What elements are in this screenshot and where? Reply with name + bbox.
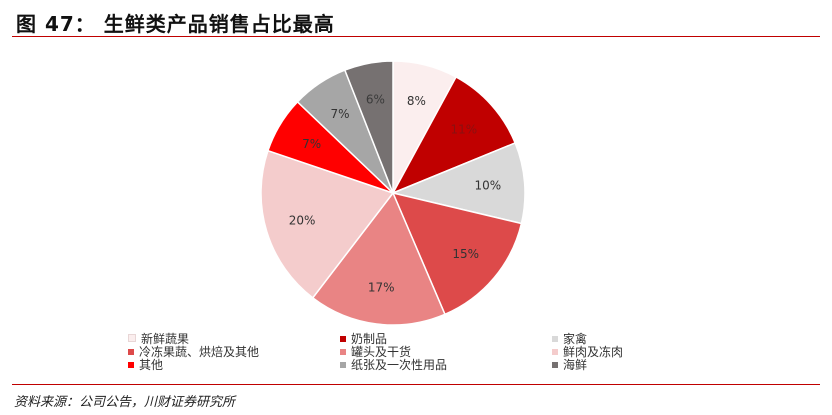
- legend-item: 罐头及干货: [340, 346, 411, 359]
- legend-label: 海鲜: [563, 358, 588, 372]
- pie-slice: [390, 141, 526, 225]
- legend-swatch: [552, 336, 558, 342]
- legend-label: 鲜肉及冻肉: [563, 345, 624, 359]
- legend-label: 纸张及一次性用品: [351, 358, 448, 372]
- figure-title: 图 47： 生鲜类产品销售占比最高: [16, 12, 335, 36]
- legend-item: 纸张及一次性用品: [340, 359, 447, 372]
- legend-swatch: [128, 362, 134, 368]
- slice-label: 8%: [407, 94, 426, 108]
- legend-label: 家禽: [563, 332, 588, 346]
- slice-label: 11%: [450, 123, 477, 137]
- slice-label: 17%: [368, 280, 395, 294]
- legend-item: 冷冻果蔬、烘焙及其他: [128, 346, 259, 359]
- pie-slice: [343, 60, 394, 194]
- source-note: 资料来源：公司公告，川财证券研究所: [14, 395, 236, 410]
- slice-label: 15%: [452, 247, 479, 261]
- figure-title-bar: 图 47： 生鲜类产品销售占比最高: [12, 4, 820, 37]
- legend-label: 新鲜蔬果: [141, 332, 190, 346]
- slice-label: 6%: [366, 93, 385, 107]
- pie-slice: [260, 149, 395, 299]
- legend-item: 海鲜: [552, 359, 587, 372]
- legend-item: 奶制品: [340, 333, 387, 346]
- legend-item: 家禽: [552, 333, 587, 346]
- legend-swatch: [552, 349, 558, 355]
- slice-label: 7%: [302, 137, 321, 151]
- legend-swatch: [340, 336, 346, 342]
- legend-item: 鲜肉及冻肉: [552, 346, 623, 359]
- legend-label: 罐头及干货: [351, 345, 412, 359]
- legend-label: 其他: [139, 358, 164, 372]
- pie-slice: [391, 191, 523, 316]
- legend-swatch: [128, 334, 136, 342]
- slice-label: 7%: [330, 107, 349, 121]
- legend-label: 冷冻果蔬、烘焙及其他: [139, 345, 260, 359]
- bottom-rule: [12, 384, 820, 385]
- slice-label: 10%: [474, 179, 501, 193]
- legend-item: 其他: [128, 359, 163, 372]
- pie-slice: [311, 191, 446, 326]
- legend-item: 新鲜蔬果: [128, 333, 189, 346]
- legend-swatch: [128, 349, 134, 355]
- legend-swatch: [340, 349, 346, 355]
- legend-swatch: [552, 362, 558, 368]
- pie-slice: [391, 75, 517, 195]
- legend-swatch: [340, 362, 346, 368]
- legend-label: 奶制品: [351, 332, 388, 346]
- slice-label: 20%: [289, 214, 316, 228]
